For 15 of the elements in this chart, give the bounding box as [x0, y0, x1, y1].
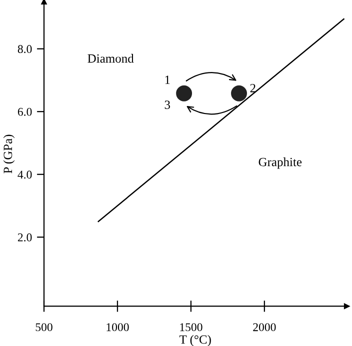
x-axis-title: T (°C)	[179, 334, 211, 346]
y-tick-label: 4.0	[18, 170, 32, 179]
annotation: Diamond	[88, 54, 134, 63]
y-tick-label: 8.0	[18, 45, 32, 54]
annotation: 2	[250, 84, 256, 92]
x-tick-label: 2000	[253, 323, 276, 332]
x-tick-label: 1000	[106, 323, 129, 332]
y-tick-label: 6.0	[18, 108, 32, 116]
y-tick-label: 2.0	[18, 233, 32, 242]
x-tick-label: 1500	[180, 323, 202, 332]
x-tick-label: 500	[36, 323, 52, 332]
annotation: Graphite	[258, 157, 302, 169]
annotation: 3	[164, 100, 170, 110]
annotation: 1	[165, 76, 170, 84]
y-axis-title: P (GPa)	[3, 134, 15, 174]
